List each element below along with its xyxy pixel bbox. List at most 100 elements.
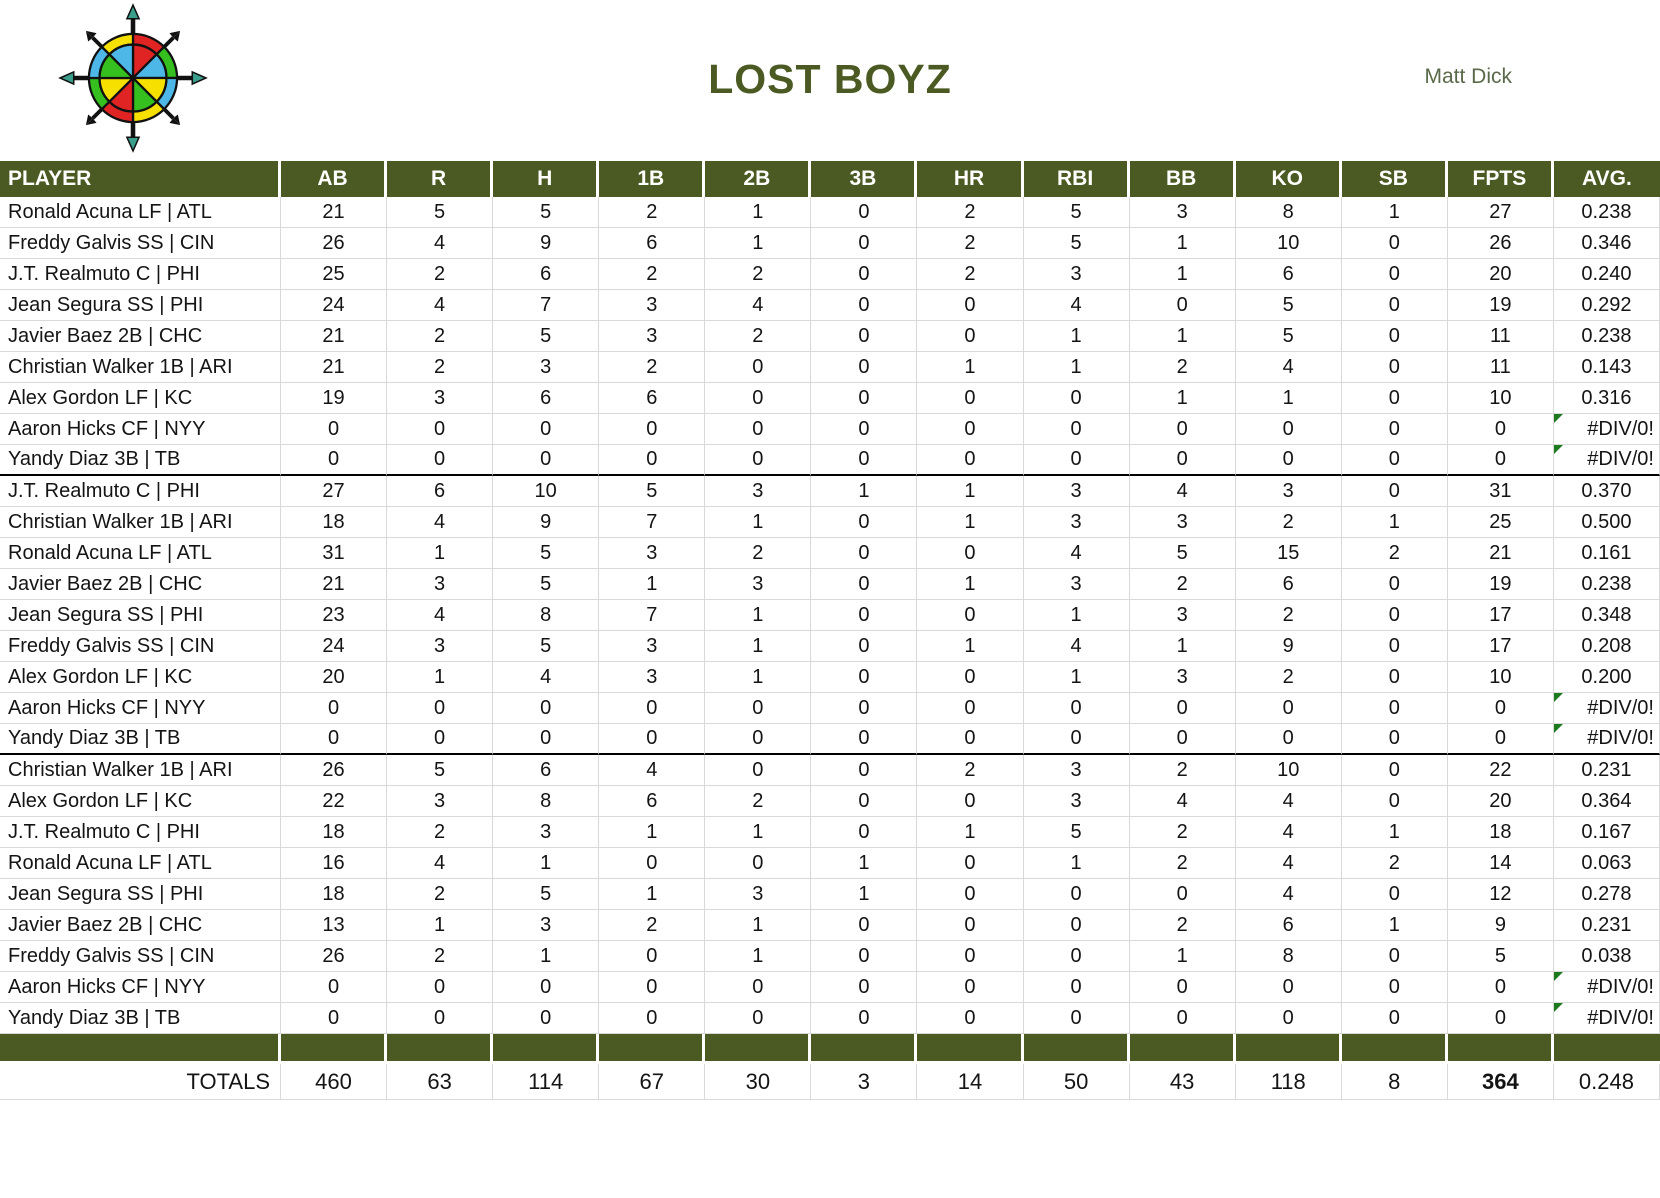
stat-cell: 1 xyxy=(1023,848,1130,879)
footer-bar-cell xyxy=(599,1034,706,1064)
error-value: #DIV/0! xyxy=(1587,1006,1654,1029)
stat-cell: 0 xyxy=(705,1003,812,1034)
stat-cell: 1 xyxy=(599,569,706,600)
stat-cell: 0 xyxy=(811,228,918,259)
stat-cell: 0 xyxy=(811,290,918,321)
stat-cell: 0 xyxy=(1341,383,1448,414)
stat-cell: 0 xyxy=(1341,352,1448,383)
stat-cell: 5 xyxy=(1447,941,1554,972)
stat-cell: 2 xyxy=(1129,817,1236,848)
stat-cell: 0 xyxy=(387,724,494,755)
stat-cell: 4 xyxy=(1023,538,1130,569)
stat-cell: 0 xyxy=(1235,414,1342,445)
stat-cell: 3 xyxy=(493,352,600,383)
stat-cell: 4 xyxy=(387,600,494,631)
stat-cell: 20 xyxy=(281,662,388,693)
player-cell: Aaron Hicks CF | NYY xyxy=(0,414,281,445)
stat-cell: 3 xyxy=(705,569,812,600)
stat-cell: 1 xyxy=(917,631,1024,662)
player-cell: Christian Walker 1B | ARI xyxy=(0,352,281,383)
footer-bar-cell xyxy=(281,1034,388,1064)
stat-cell: 0 xyxy=(917,972,1024,1003)
stat-cell: 0 xyxy=(599,972,706,1003)
column-header-r: R xyxy=(387,161,494,197)
stat-cell: 1 xyxy=(493,848,600,879)
stat-cell: 0.208 xyxy=(1553,631,1660,662)
stat-cell: 17 xyxy=(1447,600,1554,631)
stat-cell: 3 xyxy=(599,290,706,321)
stat-cell: 19 xyxy=(1447,290,1554,321)
totals-cell: 30 xyxy=(705,1064,812,1100)
stat-cell: 16 xyxy=(281,848,388,879)
stat-cell: 0 xyxy=(281,414,388,445)
stat-cell: 0 xyxy=(917,786,1024,817)
stat-cell: 19 xyxy=(281,383,388,414)
stat-cell: 0 xyxy=(387,414,494,445)
player-cell: Freddy Galvis SS | CIN xyxy=(0,631,281,662)
stat-cell: 0 xyxy=(1341,414,1448,445)
footer-bar-cell xyxy=(1341,1034,1448,1064)
stat-cell: 21 xyxy=(281,197,388,228)
stat-cell: 5 xyxy=(1023,817,1130,848)
stat-cell: 0.238 xyxy=(1553,321,1660,352)
stat-cell: 26 xyxy=(281,755,388,786)
stat-cell: 1 xyxy=(705,817,812,848)
stat-cell: 5 xyxy=(1023,197,1130,228)
stat-cell: 0 xyxy=(1129,445,1236,476)
stat-cell: 0 xyxy=(917,290,1024,321)
stat-cell: 6 xyxy=(599,228,706,259)
stat-cell: 1 xyxy=(917,507,1024,538)
stat-cell: 15 xyxy=(1235,538,1342,569)
stat-cell: 8 xyxy=(493,786,600,817)
stat-cell: 0 xyxy=(917,538,1024,569)
column-header-rbi: RBI xyxy=(1023,161,1130,197)
stat-cell: 0 xyxy=(1129,724,1236,755)
stat-cell: 1 xyxy=(599,879,706,910)
stat-cell: 1 xyxy=(387,662,494,693)
stat-cell: 1 xyxy=(1341,910,1448,941)
stat-cell: 0 xyxy=(387,972,494,1003)
stat-cell: 0 xyxy=(1341,941,1448,972)
stat-cell: 4 xyxy=(599,755,706,786)
stat-cell: 4 xyxy=(1235,352,1342,383)
stat-cell: 0 xyxy=(917,941,1024,972)
stat-cell: 0 xyxy=(917,910,1024,941)
player-cell: Yandy Diaz 3B | TB xyxy=(0,1003,281,1034)
stat-cell: 17 xyxy=(1447,631,1554,662)
totals-cell: 63 xyxy=(387,1064,494,1100)
stat-cell: 7 xyxy=(493,290,600,321)
stat-cell: 0 xyxy=(1023,972,1130,1003)
footer-bar-cell xyxy=(705,1034,812,1064)
stat-cell: 0 xyxy=(1023,383,1130,414)
stat-cell: 5 xyxy=(387,755,494,786)
stat-cell: 3 xyxy=(1129,507,1236,538)
stat-cell: 0 xyxy=(1341,755,1448,786)
stat-cell: 2 xyxy=(705,538,812,569)
stat-cell: 3 xyxy=(599,662,706,693)
stat-cell: 3 xyxy=(1023,569,1130,600)
stat-cell: 1 xyxy=(493,941,600,972)
totals-cell: 8 xyxy=(1341,1064,1448,1100)
stat-cell: 3 xyxy=(599,321,706,352)
stat-cell-error: #DIV/0! xyxy=(1553,1003,1660,1034)
stat-cell: 21 xyxy=(1447,538,1554,569)
stat-cell: 0 xyxy=(1341,228,1448,259)
error-value: #DIV/0! xyxy=(1587,727,1654,749)
stat-cell: 8 xyxy=(493,600,600,631)
error-value: #DIV/0! xyxy=(1587,417,1654,440)
stat-cell: 0 xyxy=(599,848,706,879)
stat-cell: 2 xyxy=(387,817,494,848)
stat-cell: 27 xyxy=(281,476,388,507)
stat-cell: 0 xyxy=(917,321,1024,352)
stat-cell: 0 xyxy=(1341,321,1448,352)
stat-cell: 0 xyxy=(1447,445,1554,476)
footer-bar-cell xyxy=(1023,1034,1130,1064)
column-header-3b: 3B xyxy=(811,161,918,197)
stat-cell: 25 xyxy=(281,259,388,290)
stat-cell: 10 xyxy=(493,476,600,507)
stat-cell: 0 xyxy=(493,693,600,724)
stat-cell: 2 xyxy=(917,755,1024,786)
stat-cell: 3 xyxy=(387,383,494,414)
stat-cell: 0.231 xyxy=(1553,910,1660,941)
stat-cell: 0 xyxy=(1235,445,1342,476)
